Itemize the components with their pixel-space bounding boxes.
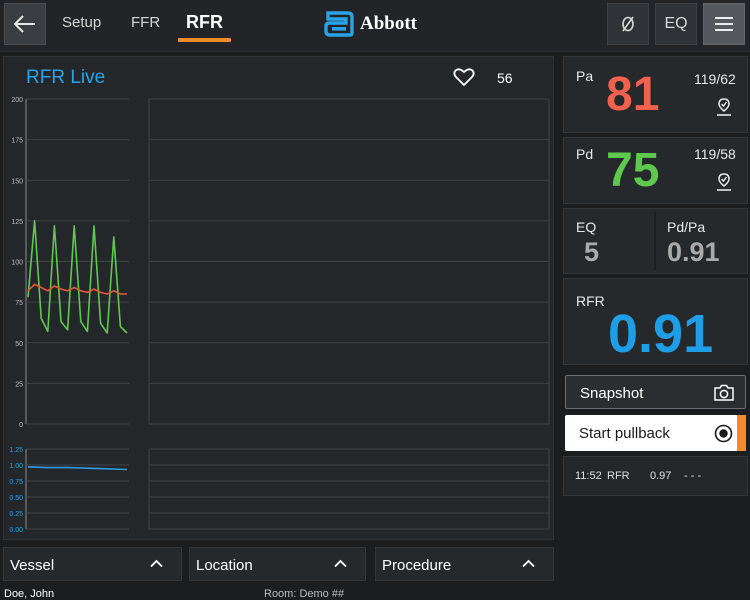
- pressure-y-tick-label: 0: [19, 422, 23, 429]
- top-bar: Setup FFR RFR Abbott EQ: [0, 0, 750, 52]
- pa-systolic-diastolic: 119/62: [694, 71, 736, 87]
- eq-button-label: EQ: [664, 15, 688, 32]
- eq-button[interactable]: EQ: [655, 3, 697, 45]
- vessel-dropdown[interactable]: Vessel: [3, 547, 182, 581]
- pressure-chart: 200 175 150 125 100 75 50 25 0 1.25 1.00 0.75 0.50 0.…: [9, 97, 550, 534]
- ratio-y-tick-label: 1.00: [9, 463, 23, 470]
- chevron-up-icon: [522, 559, 535, 568]
- menu-button[interactable]: [703, 3, 745, 45]
- pd-label: Pd: [576, 146, 594, 162]
- log-time: 11:52: [575, 470, 602, 482]
- pd-value: 75: [606, 144, 660, 197]
- chevron-up-icon: [334, 559, 347, 568]
- rfr-live-panel: 200 175 150 125 100 75 50 25 0 1.25 1.00 0.75 0.50 0.…: [3, 56, 554, 540]
- vessel-label: Vessel: [10, 557, 55, 574]
- eq-label: EQ: [576, 219, 597, 235]
- menu-icon: [715, 17, 733, 31]
- tab-ffr[interactable]: FFR: [131, 14, 161, 31]
- eq-pdpa-box: EQ 5 Pd/Pa 0.91: [563, 208, 748, 274]
- record-icon: [714, 424, 733, 443]
- procedure-label: Procedure: [382, 557, 452, 574]
- camera-icon: [714, 384, 734, 401]
- tab-rfr[interactable]: RFR: [186, 12, 223, 32]
- start-pullback-button[interactable]: Start pullback: [565, 415, 746, 451]
- pa-label: Pa: [576, 68, 594, 84]
- snapshot-label: Snapshot: [580, 385, 644, 402]
- pd-box: Pd 75 119/58: [563, 137, 748, 204]
- tab-setup[interactable]: Setup: [62, 14, 102, 31]
- pressure-y-tick-label: 25: [15, 381, 23, 388]
- pa-box: Pa 81 119/62: [563, 56, 748, 133]
- heart-icon: [453, 68, 475, 87]
- pullback-accent-bar: [737, 415, 746, 451]
- patient-name: Doe, John: [4, 588, 55, 600]
- zero-icon: [622, 16, 634, 32]
- pa-value: 81: [606, 68, 660, 121]
- location-label: Location: [196, 557, 253, 574]
- location-dropdown[interactable]: Location: [189, 547, 366, 581]
- heart-rate-value: 56: [497, 70, 513, 86]
- pressure-y-tick-label: 125: [11, 219, 23, 226]
- log-value: 0.97: [650, 470, 672, 482]
- chevron-up-icon: [150, 559, 163, 568]
- logo-text: Abbott: [360, 13, 418, 34]
- start-pullback-label: Start pullback: [579, 425, 670, 442]
- divider: [654, 212, 656, 270]
- procedure-dropdown[interactable]: Procedure: [375, 547, 554, 581]
- rfr-box: RFR 0.91: [563, 278, 748, 365]
- log-extra: - - -: [684, 470, 702, 482]
- pressure-pin-icon[interactable]: [715, 97, 733, 117]
- pressure-y-tick-label: 150: [11, 178, 23, 185]
- ratio-y-tick-label: 0.50: [9, 495, 23, 502]
- pdpa-label: Pd/Pa: [667, 219, 706, 235]
- eq-value: 5: [584, 237, 600, 267]
- ratio-y-tick-label: 0.00: [9, 527, 23, 534]
- ratio-series-0-line: [27, 466, 128, 471]
- snapshot-button[interactable]: Snapshot: [565, 375, 746, 409]
- pressure-y-tick-label: 75: [15, 300, 23, 307]
- room-info: Room: Demo ##: [264, 588, 345, 600]
- abbott-logo-icon: [324, 11, 354, 37]
- status-footer: Doe, John Room: Demo ##: [0, 585, 750, 600]
- arrow-left-icon: [14, 15, 35, 33]
- log-type: RFR: [607, 470, 630, 482]
- pressure-series-1-line: [27, 283, 127, 295]
- pd-systolic-diastolic: 119/58: [694, 146, 736, 162]
- ratio-y-tick-label: 0.25: [9, 511, 23, 518]
- ratio-y-tick-label: 1.25: [9, 447, 23, 454]
- rfr-value: 0.91: [608, 304, 714, 364]
- pressure-pin-icon[interactable]: [715, 172, 733, 192]
- rfr-label: RFR: [576, 293, 605, 309]
- active-tab-indicator: [178, 38, 231, 42]
- pressure-y-tick-label: 50: [15, 341, 23, 348]
- back-button[interactable]: [4, 3, 46, 45]
- zero-button[interactable]: [607, 3, 649, 45]
- pressure-y-tick-label: 100: [11, 260, 23, 267]
- abbott-logo: Abbott: [324, 11, 417, 37]
- pressure-series-0-line: [27, 220, 128, 334]
- chart-title: RFR Live: [26, 67, 106, 88]
- pressure-y-tick-label: 175: [11, 138, 23, 145]
- ratio-y-tick-label: 0.75: [9, 479, 23, 486]
- rfr-log-entry[interactable]: 11:52 RFR 0.97 - - -: [563, 456, 748, 496]
- pdpa-value: 0.91: [667, 237, 720, 267]
- pressure-y-tick-label: 200: [11, 97, 23, 104]
